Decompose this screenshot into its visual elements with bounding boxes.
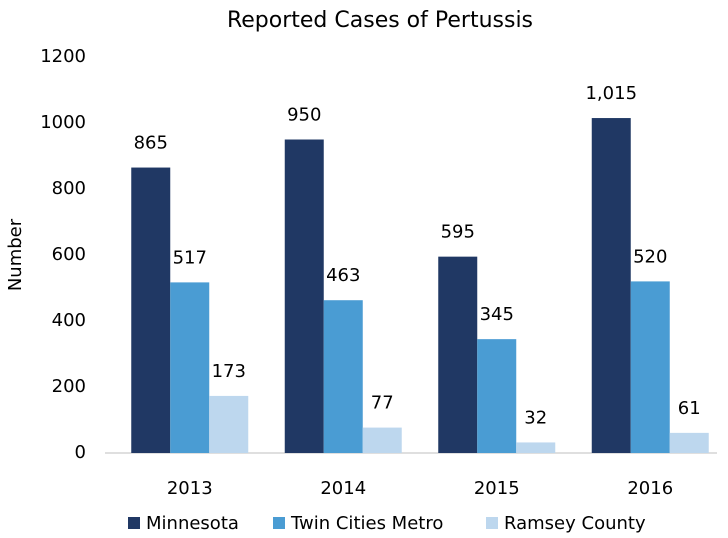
legend-label: Ramsey County: [504, 513, 646, 534]
x-tick-label: 2013: [167, 478, 213, 499]
legend-label: Twin Cities Metro: [290, 513, 443, 534]
chart-title: Reported Cases of Pertussis: [227, 8, 533, 33]
data-label: 517: [173, 247, 207, 268]
data-label: 61: [678, 398, 701, 419]
bar: [323, 300, 363, 453]
y-tick-label: 0: [75, 442, 86, 463]
data-label: 173: [212, 361, 246, 382]
x-tick-label: 2015: [474, 478, 520, 499]
bar: [630, 281, 670, 453]
data-label: 32: [524, 407, 547, 428]
bar: [591, 118, 631, 454]
legend-label: Minnesota: [146, 513, 239, 534]
bar: [516, 442, 556, 453]
data-label: 463: [326, 265, 360, 286]
data-label: 520: [633, 246, 667, 267]
y-tick-label: 1000: [40, 112, 86, 133]
legend-swatch: [486, 517, 498, 529]
bar: [131, 167, 171, 454]
x-tick-label: 2014: [320, 478, 366, 499]
y-tick-label: 800: [52, 178, 86, 199]
data-label: 865: [134, 133, 168, 154]
bar: [170, 282, 210, 453]
y-tick-label: 600: [52, 244, 86, 265]
data-label: 1,015: [585, 83, 637, 104]
y-tick-label: 1200: [40, 46, 86, 67]
data-label: 595: [441, 222, 475, 243]
bar: [362, 427, 402, 453]
x-tick-label: 2016: [627, 478, 673, 499]
bar: [438, 256, 478, 453]
y-tick-label: 400: [52, 310, 86, 331]
data-label: 950: [287, 105, 321, 126]
y-axis-label: Number: [5, 218, 26, 291]
data-label: 77: [371, 393, 394, 414]
y-tick-label: 200: [52, 376, 86, 397]
legend-swatch: [128, 517, 140, 529]
bar: [284, 139, 324, 453]
bar: [209, 395, 249, 453]
legend-swatch: [273, 517, 285, 529]
bar: [669, 432, 709, 453]
bar: [477, 339, 517, 453]
data-label: 345: [480, 304, 514, 325]
